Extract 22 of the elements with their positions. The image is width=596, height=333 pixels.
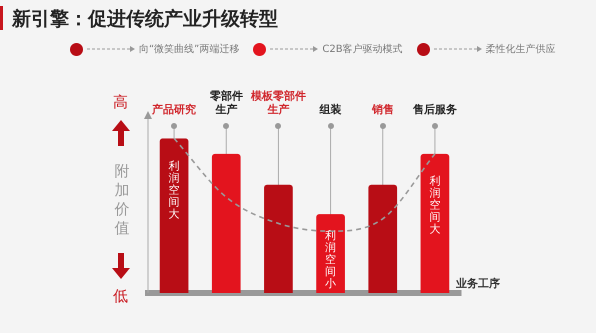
annotation: 利润空间大 [168, 159, 180, 220]
bar [160, 138, 188, 293]
annotation: 利润空间小 [325, 229, 336, 290]
bar [264, 184, 293, 293]
chart-title: 新引擎：促进传统产业升级转型 [12, 7, 278, 32]
text: 柔性化生产供应 [486, 42, 556, 56]
bar [212, 154, 241, 293]
text: 高 [113, 93, 128, 112]
x-tick-label: 零部件生产 [208, 90, 243, 116]
x-axis-title: 业务工序 [456, 276, 500, 291]
text: 向“微笑曲线”两端迁移 [139, 42, 240, 56]
x-tick-label: 销售 [370, 102, 394, 116]
x-tick-label: 模板零部件生产 [250, 90, 306, 116]
x-tick-label: 售后服务 [412, 102, 457, 116]
x-tick-label: 组装 [318, 102, 342, 116]
text: 低 [113, 287, 128, 306]
bar [420, 154, 450, 293]
x-tick-label: 产品研究 [151, 102, 196, 116]
y-axis-title: 附加价值 [114, 162, 130, 238]
annotation: 利润空间大 [429, 174, 440, 236]
bar [368, 184, 398, 293]
text: C2B客户驱动模式 [322, 42, 403, 56]
